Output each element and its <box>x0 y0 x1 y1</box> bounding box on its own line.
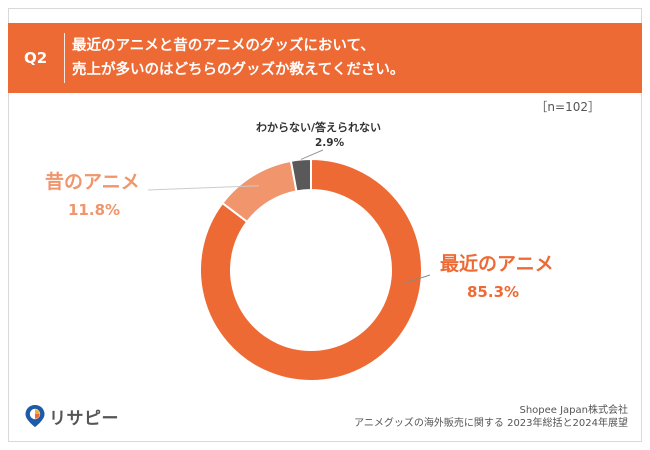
value-label-unknown: 2.9% <box>315 137 345 149</box>
pin-icon <box>25 405 45 427</box>
slice-recent-anime <box>199 157 423 382</box>
risapi-logo: リサピー <box>24 404 119 429</box>
leader-line-old <box>147 185 260 191</box>
slice-unknown <box>289 157 312 193</box>
source-report: アニメグッズの海外販売に関する 2023年総括と2024年展望 <box>354 418 628 429</box>
slice-old-anime <box>221 159 298 224</box>
value-label-old: 11.8% <box>68 201 121 219</box>
source-note: Shopee Japan株式会社 アニメグッズの海外販売に関する 2023年総括… <box>354 404 628 430</box>
leader-line-recent <box>402 274 431 285</box>
category-label-recent: 最近のアニメ <box>440 253 554 275</box>
question-divider <box>64 33 65 83</box>
logo-text: リサピー <box>49 408 119 429</box>
category-label-old: 昔のアニメ <box>45 171 140 193</box>
category-label-unknown: わからない/答えられない <box>256 121 382 134</box>
question-line-1: 最近のアニメと昔のアニメのグッズにおいて、 <box>72 38 375 54</box>
question-banner: Q2 最近のアニメと昔のアニメのグッズにおいて、 売上が多いのはどちらのグッズか… <box>8 23 642 93</box>
question-number: Q2 <box>24 49 48 67</box>
value-label-recent: 85.3% <box>467 283 520 301</box>
leader-line-unknown <box>300 149 324 160</box>
sample-size: ［n=102］ <box>535 100 600 114</box>
question-text: 最近のアニメと昔のアニメのグッズにおいて、 売上が多いのはどちらのグッズか教えて… <box>72 34 627 82</box>
question-line-2: 売上が多いのはどちらのグッズか教えてください。 <box>72 62 405 78</box>
source-company: Shopee Japan株式会社 <box>519 405 628 416</box>
